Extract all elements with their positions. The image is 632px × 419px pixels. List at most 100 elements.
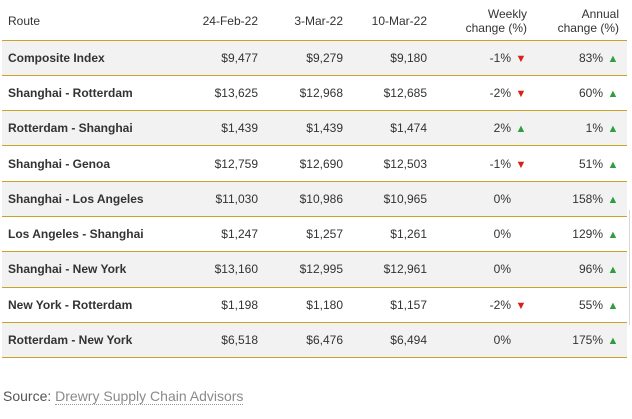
weekly-change-cell: -2% ▼ [429,287,533,323]
rate-cell-date-2: $10,986 [260,181,345,217]
weekly-change-cell-value: -1% [489,156,511,171]
annual-change-cell-value: 96% [578,262,603,277]
rate-cell-date-1: $1,439 [178,110,260,147]
header-annual-line1: Annual [581,7,619,22]
header-date-1: 24-Feb-22 [178,3,260,40]
header-annual-line2: change (%) [557,21,619,36]
route-cell: New York - Rotterdam [2,287,178,323]
weekly-change-cell: -1% ▼ [429,145,533,182]
weekly-change-cell: 0%▲ [429,251,533,288]
annual-change-cell: 158% ▲ [533,181,627,217]
weekly-change-cell: 0%▲ [429,181,533,217]
weekly-change-cell-value: 0% [493,227,511,242]
weekly-change-cell-value: 0% [493,191,511,206]
table-row: Rotterdam - New York $6,518 $6,476 $6,494 0%… [2,322,627,359]
rate-cell-date-3: $12,685 [345,75,429,112]
table-header-row: Route 24-Feb-22 3-Mar-22 10-Mar-22 Weekl… [2,3,627,40]
annual-change-cell: 175% ▲ [533,322,627,359]
triangle-up-icon: ▲ [607,123,619,136]
route-cell: Los Angeles - Shanghai [2,216,178,253]
annual-change-cell-value: 1% [585,121,603,136]
route-cell: Composite Index [2,40,178,76]
weekly-change-cell: 0%▲ [429,322,533,359]
table-row: Rotterdam - Shanghai $1,439 $1,439 $1,474 2%… [2,110,627,147]
weekly-change-cell-value: -1% [489,50,511,65]
annual-change-cell-value: 83% [578,50,603,65]
route-cell: Rotterdam - Shanghai [2,110,178,147]
source-note: Source: Drewry Supply Chain Advisors [3,388,244,405]
annual-change-cell-value: 60% [578,85,603,100]
annual-change-cell: 51% ▲ [533,145,627,182]
route-cell: Rotterdam - New York [2,322,178,359]
rate-cell-date-1: $1,198 [178,287,260,323]
annual-change-cell-value: 129% [572,227,603,242]
rate-cell-date-1: $12,759 [178,145,260,182]
weekly-change-cell: 2% ▲ [429,110,533,147]
weekly-change-cell-value: 0% [493,333,511,348]
triangle-up-icon: ▲ [607,52,619,65]
rate-cell-date-1: $13,625 [178,75,260,112]
rate-cell-date-2: $1,257 [260,216,345,253]
annual-change-cell-value: 55% [578,297,603,312]
triangle-up-icon: ▲ [607,193,619,206]
rate-cell-date-3: $10,965 [345,181,429,217]
rate-cell-date-3: $1,261 [345,216,429,253]
weekly-change-cell: -1% ▼ [429,40,533,76]
annual-change-cell-value: 51% [578,156,603,171]
annual-change-cell: 1% ▲ [533,110,627,147]
rate-cell-date-3: $1,157 [345,287,429,323]
source-link[interactable]: Drewry Supply Chain Advisors [55,388,244,405]
rate-cell-date-2: $1,439 [260,110,345,147]
triangle-up-icon: ▲ [607,158,619,171]
weekly-change-cell-value: 2% [493,121,511,136]
route-cell: Shanghai - Genoa [2,145,178,182]
rate-cell-date-1: $11,030 [178,181,260,217]
weekly-change-cell: -2% ▼ [429,75,533,112]
triangle-up-icon: ▲ [607,335,619,348]
annual-change-cell: 96% ▲ [533,251,627,288]
triangle-up-icon: ▲ [607,87,619,100]
rate-cell-date-2: $12,968 [260,75,345,112]
annual-change-cell: 55% ▲ [533,287,627,323]
table-row: Composite Index $9,477 $9,279 $9,180 -1% ▼ 83%… [2,40,627,76]
weekly-change-cell-value: -2% [489,85,511,100]
rate-cell-date-2: $9,279 [260,40,345,76]
annual-change-cell: 60% ▲ [533,75,627,112]
header-annual-change: Annual change (%) [533,3,627,40]
triangle-up-icon: ▲ [607,264,619,277]
table-row: Shanghai - Rotterdam $13,625 $12,968 $12,68… [2,75,627,112]
header-weekly-change: Weekly change (%) [429,3,533,40]
annual-change-cell: 129% ▲ [533,216,627,253]
triangle-down-icon: ▼ [515,52,527,65]
header-weekly-line1: Weekly [487,7,527,22]
rate-cell-date-2: $12,690 [260,145,345,182]
table-row: Shanghai - Los Angeles $11,030 $10,986 $10,… [2,181,627,217]
triangle-up-icon: ▲ [607,229,619,242]
weekly-change-cell-value: -2% [489,297,511,312]
triangle-down-icon: ▼ [515,158,527,171]
header-weekly-line2: change (%) [465,21,527,36]
rate-cell-date-2: $12,995 [260,251,345,288]
triangle-down-icon: ▼ [515,299,527,312]
scroll-edge [629,210,630,325]
table-body: Composite Index $9,477 $9,279 $9,180 -1% ▼ 83%… [2,40,627,359]
rate-cell-date-2: $1,180 [260,287,345,323]
table-row: Los Angeles - Shanghai $1,247 $1,257 $1,261… [2,216,627,253]
annual-change-cell-value: 158% [572,191,603,206]
rate-cell-date-3: $1,474 [345,110,429,147]
weekly-change-cell: 0%▲ [429,216,533,253]
header-date-2: 3-Mar-22 [260,3,345,40]
annual-change-cell: 83% ▲ [533,40,627,76]
header-date-3: 10-Mar-22 [345,3,429,40]
triangle-up-icon: ▲ [607,299,619,312]
route-cell: Shanghai - New York [2,251,178,288]
rate-cell-date-3: $6,494 [345,322,429,359]
rate-cell-date-1: $13,160 [178,251,260,288]
table-row: New York - Rotterdam $1,198 $1,180 $1,157 -2… [2,287,627,323]
rate-cell-date-3: $9,180 [345,40,429,76]
table-row: Shanghai - Genoa $12,759 $12,690 $12,503 -1%… [2,145,627,182]
source-label: Source: [3,388,52,404]
triangle-up-icon: ▲ [515,123,527,136]
route-cell: Shanghai - Los Angeles [2,181,178,217]
